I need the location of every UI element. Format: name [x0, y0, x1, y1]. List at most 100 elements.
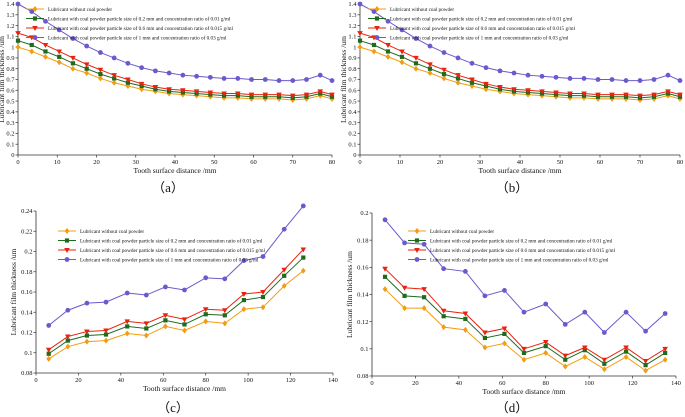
data-point — [139, 65, 145, 71]
data-point — [413, 55, 419, 61]
data-point — [399, 49, 405, 55]
data-point — [525, 72, 531, 78]
y-tick-label: 0.5 — [6, 98, 14, 105]
data-point — [98, 72, 103, 77]
data-point — [84, 338, 90, 345]
data-point — [462, 326, 468, 333]
x-tick-label: 60 — [499, 380, 506, 387]
data-point — [193, 89, 200, 95]
data-point — [521, 356, 527, 363]
data-point — [46, 351, 51, 356]
data-point — [413, 61, 419, 66]
data-point — [385, 18, 391, 24]
data-point — [455, 55, 461, 61]
x-tick-label: 0 — [16, 159, 19, 166]
x-tick-label: 70 — [290, 159, 297, 166]
data-point — [70, 55, 76, 61]
data-point — [357, 31, 363, 37]
legend-entry: Lubricant without coal powder — [48, 7, 112, 13]
data-point — [329, 92, 335, 98]
legend-entry: Lubricant with coal powder particle size… — [390, 25, 576, 32]
legend-marker — [414, 248, 420, 253]
x-tick-label: 20 — [437, 159, 444, 166]
data-point — [221, 91, 227, 97]
legend-marker — [414, 238, 420, 243]
y-tick-label: 0.7 — [6, 77, 15, 84]
data-point — [521, 350, 527, 356]
data-point — [182, 322, 187, 327]
y-axis-label: Lubricant film thickness /um — [0, 36, 6, 123]
data-point — [539, 89, 545, 95]
data-point — [290, 78, 296, 83]
y-tick-label: 0.5 — [348, 98, 356, 105]
x-tick-label: 0 — [370, 380, 373, 387]
data-point — [300, 203, 306, 209]
data-point — [98, 75, 103, 82]
y-tick-label: 0 — [353, 152, 356, 159]
x-tick-label: 20 — [93, 159, 100, 166]
x-tick-label: 50 — [557, 159, 564, 166]
data-point — [357, 1, 363, 7]
data-point — [501, 326, 508, 332]
x-tick-label: 40 — [172, 159, 179, 166]
data-point — [70, 65, 76, 72]
series-line-3 — [17, 32, 333, 97]
data-point — [166, 70, 172, 76]
data-point — [103, 332, 109, 337]
data-point — [643, 367, 648, 374]
data-point — [637, 78, 643, 83]
data-point — [601, 366, 607, 373]
y-tick-label: 0.2 — [348, 131, 356, 138]
data-point — [182, 287, 187, 293]
data-point — [262, 77, 268, 82]
data-point — [222, 313, 227, 318]
y-axis-label: Lubricant film thickness /um — [339, 36, 348, 123]
data-point — [567, 76, 573, 81]
series-line-4 — [48, 205, 304, 326]
data-point — [180, 72, 186, 78]
data-point — [525, 88, 531, 94]
data-point — [441, 75, 447, 82]
data-point — [65, 343, 71, 350]
data-point — [249, 77, 254, 82]
y-tick-label: 0.3 — [6, 120, 14, 127]
data-point — [43, 18, 48, 24]
y-tick-label: 0.8 — [348, 66, 356, 73]
data-point — [329, 78, 335, 83]
x-tick-label: 140 — [328, 377, 338, 384]
data-point — [43, 49, 48, 54]
y-tick-label: 0.8 — [6, 66, 14, 73]
data-point — [65, 307, 71, 313]
data-point — [103, 328, 109, 334]
data-point — [582, 345, 588, 351]
data-point — [103, 337, 109, 344]
data-point — [440, 308, 447, 314]
data-point — [15, 44, 21, 51]
legend-marker — [32, 35, 38, 40]
data-point — [651, 92, 657, 98]
data-point — [601, 330, 607, 335]
data-point — [235, 91, 241, 97]
data-point — [125, 80, 130, 85]
data-point — [637, 93, 643, 99]
data-point — [441, 324, 447, 331]
data-point — [84, 300, 90, 306]
series-line-4 — [384, 219, 666, 334]
data-point — [582, 353, 588, 360]
x-tick-label: 40 — [118, 377, 125, 384]
data-point — [662, 346, 668, 352]
data-point — [29, 42, 34, 48]
data-point — [182, 327, 187, 334]
caption-c: （c） — [157, 400, 189, 415]
x-tick-label: 0 — [34, 377, 37, 384]
y-tick-label: 0.08 — [357, 373, 368, 380]
data-point — [29, 9, 35, 14]
data-point — [303, 92, 310, 98]
y-tick-label: 0.1 — [360, 346, 368, 353]
data-point — [371, 42, 377, 48]
legend-entry: Lubricant with coal powder particle size… — [48, 15, 231, 22]
data-point — [260, 254, 266, 259]
data-point — [124, 330, 130, 337]
data-point — [260, 304, 266, 311]
data-point — [125, 324, 130, 329]
